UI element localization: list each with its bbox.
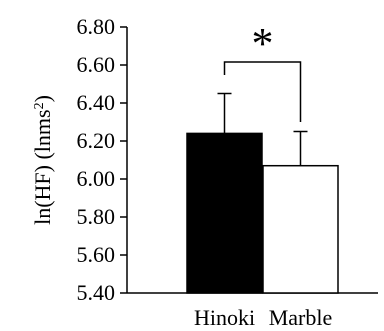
y-tick-label: 5.80	[77, 204, 116, 229]
x-axis: Hinoki Marble	[127, 292, 378, 330]
significance-annotation: *	[223, 19, 302, 122]
x-tick-label: Hinoki	[194, 305, 255, 330]
bar-hinoki	[186, 132, 263, 294]
bar-marble	[262, 164, 339, 294]
y-tick-label: 6.60	[77, 52, 116, 77]
error-bars	[217, 92, 308, 166]
y-axis-label: ln(HF) (lnms2)	[30, 95, 55, 225]
x-tick-label: Marble	[269, 305, 333, 330]
y-tick-label: 5.40	[77, 280, 116, 305]
y-tick-label: 5.60	[77, 242, 116, 267]
y-tick-label: 6.40	[77, 90, 116, 115]
y-tick-label: 6.00	[77, 166, 116, 191]
significance-star: *	[252, 19, 274, 68]
y-axis: 5.40 5.60 5.80 6.00 6.20 6.40 6.60 6.80	[77, 14, 128, 305]
y-tick-label: 6.80	[77, 14, 116, 39]
significance-bracket	[223, 61, 302, 122]
y-tick-label: 6.20	[77, 128, 116, 153]
bars	[186, 132, 339, 294]
